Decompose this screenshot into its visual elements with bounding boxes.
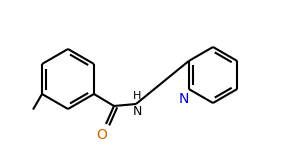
Text: N: N (132, 105, 142, 118)
Text: O: O (97, 128, 107, 142)
Text: N: N (179, 92, 189, 106)
Text: H: H (133, 91, 141, 101)
